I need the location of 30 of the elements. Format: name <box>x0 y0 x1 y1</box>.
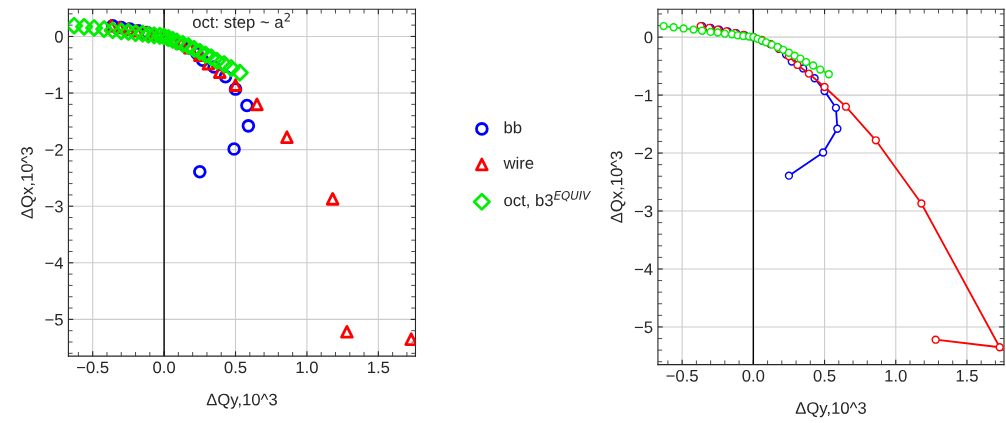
y-tick-label: −1 <box>45 87 63 100</box>
annotation: oct: step ~ a$^{2}$ <box>192 12 290 32</box>
y-tick-label: −1 <box>634 89 653 102</box>
x-tick-label: 1.5 <box>368 361 390 374</box>
legend-label: oct, b3$^{EQUIV}$ <box>504 190 591 209</box>
y-tick-label: −3 <box>45 200 63 213</box>
y-tick-label: −2 <box>45 144 63 156</box>
y-tick-label: 0 <box>644 31 653 44</box>
x-tick-label: 0.0 <box>153 361 176 374</box>
x-tick-label: 1.0 <box>885 369 907 382</box>
y-tick-label: −5 <box>45 313 63 326</box>
y-tick-label: −4 <box>45 257 64 269</box>
x-tick-label: 0.0 <box>742 369 765 382</box>
x-tick-label: 0.5 <box>813 369 836 382</box>
legend-label: wire <box>503 156 534 169</box>
legend-label: bb <box>504 121 522 134</box>
y-axis-title: ΔQx,10^3 <box>21 147 36 219</box>
x-tick-label: −0.5 <box>666 369 698 382</box>
x-axis-title: ΔQy,10^3 <box>795 402 866 418</box>
x-tick-label: 1.0 <box>296 361 318 374</box>
x-tick-label: 0.5 <box>224 361 247 374</box>
x-axis-title: ΔQy,10^3 <box>206 393 277 409</box>
y-tick-label: −3 <box>634 205 653 218</box>
x-tick-label: −0.5 <box>77 361 109 374</box>
y-tick-label: 0 <box>54 30 63 43</box>
y-tick-label: −5 <box>634 321 653 334</box>
x-tick-label: 1.5 <box>956 370 978 382</box>
y-tick-label: −2 <box>634 147 653 160</box>
y-tick-label: −4 <box>634 263 653 276</box>
y-axis-title: ΔQx,10^3 <box>610 151 626 223</box>
